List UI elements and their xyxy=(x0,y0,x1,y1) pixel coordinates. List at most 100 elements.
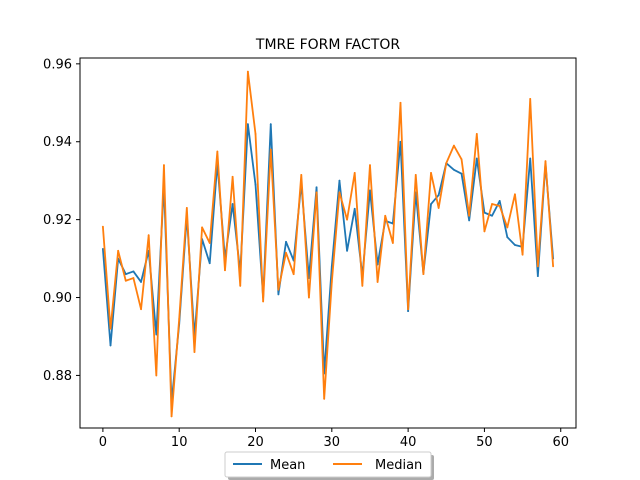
y-axis-ticks: 0.88 0.90 0.92 0.94 0.96 xyxy=(43,57,80,384)
data-point-median xyxy=(407,308,410,311)
data-point-median xyxy=(330,281,333,283)
data-point-mean xyxy=(109,344,112,347)
data-point-median xyxy=(277,288,280,291)
data-point-mean xyxy=(514,244,516,246)
data-point-median xyxy=(109,327,112,330)
data-point-mean xyxy=(315,186,318,189)
data-point-median xyxy=(376,281,379,283)
data-point-median xyxy=(193,351,196,353)
data-point-median xyxy=(521,253,524,256)
data-point-median xyxy=(170,415,173,418)
legend-label-median: Median xyxy=(375,458,422,473)
data-point-mean xyxy=(460,172,463,175)
data-point-median xyxy=(468,214,471,217)
data-point-median xyxy=(262,300,265,303)
data-point-median xyxy=(201,226,203,229)
data-point-mean xyxy=(437,194,440,196)
y-tick-label: 0.94 xyxy=(43,135,72,150)
data-point-mean xyxy=(246,123,249,126)
data-point-median xyxy=(353,171,356,174)
data-point-median xyxy=(300,173,303,176)
data-point-median xyxy=(437,207,440,209)
data-point-mean xyxy=(208,262,211,265)
data-point-median xyxy=(224,269,226,272)
data-point-mean xyxy=(407,310,410,313)
plot-area xyxy=(80,58,576,428)
data-point-mean xyxy=(399,140,402,143)
data-point-mean xyxy=(353,207,356,210)
data-point-median xyxy=(124,279,127,282)
x-tick-label: 20 xyxy=(247,435,264,450)
data-point-mean xyxy=(430,203,432,205)
data-point-mean xyxy=(468,219,471,222)
data-point-median xyxy=(453,144,455,147)
data-point-mean xyxy=(475,157,478,160)
data-point-median xyxy=(430,171,432,174)
data-point-median xyxy=(292,273,295,276)
plot-frame xyxy=(79,57,577,429)
y-tick-label: 0.88 xyxy=(43,369,72,384)
data-point-median xyxy=(308,296,310,299)
x-tick-label: 0 xyxy=(99,435,107,450)
data-point-median xyxy=(117,249,120,252)
data-point-median xyxy=(391,242,394,244)
data-point-median xyxy=(361,284,364,287)
series-group xyxy=(101,70,555,418)
data-point-median xyxy=(285,251,287,254)
data-point-median xyxy=(147,234,150,237)
data-point-median xyxy=(315,191,318,194)
data-point-median xyxy=(536,265,539,268)
data-point-median xyxy=(422,273,425,276)
data-point-median xyxy=(460,158,463,161)
y-tick-label: 0.92 xyxy=(43,213,72,228)
x-tick-label: 10 xyxy=(171,435,188,450)
x-tick-label: 60 xyxy=(552,435,569,450)
data-point-mean xyxy=(124,273,127,276)
x-tick-label: 50 xyxy=(476,435,493,450)
data-point-median xyxy=(269,148,272,151)
data-point-mean xyxy=(536,275,539,278)
data-point-median xyxy=(414,173,417,176)
data-point-median xyxy=(338,191,341,194)
data-point-median xyxy=(132,277,135,279)
data-point-mean xyxy=(285,240,287,243)
data-point-median xyxy=(483,230,486,233)
y-tick-label: 0.96 xyxy=(43,57,72,72)
data-point-median xyxy=(239,284,242,287)
data-point-mean xyxy=(269,123,272,126)
data-point-median xyxy=(475,133,478,135)
data-point-median xyxy=(369,164,371,167)
data-point-mean xyxy=(346,249,348,252)
legend-box xyxy=(224,451,432,478)
data-point-mean xyxy=(483,211,486,214)
data-point-median xyxy=(155,374,158,377)
data-point-mean xyxy=(498,200,501,202)
y-tick-label: 0.90 xyxy=(43,291,72,306)
data-point-median xyxy=(163,164,165,167)
data-point-mean xyxy=(506,236,509,239)
data-point-mean xyxy=(101,247,104,250)
data-point-mean xyxy=(277,293,280,296)
legend-label-mean: Mean xyxy=(270,458,305,473)
data-point-mean xyxy=(529,157,532,160)
data-point-median xyxy=(544,160,547,163)
data-point-median xyxy=(323,397,326,400)
data-point-median xyxy=(208,242,211,244)
data-point-median xyxy=(246,70,249,73)
data-point-median xyxy=(399,101,402,104)
data-point-mean xyxy=(140,281,142,283)
x-axis-ticks: 0 10 20 30 40 50 60 xyxy=(99,428,569,450)
data-point-median xyxy=(514,193,516,196)
data-point-median xyxy=(140,308,142,311)
data-point-median xyxy=(384,214,387,217)
data-point-median xyxy=(491,203,493,205)
data-point-median xyxy=(216,150,219,153)
data-point-median xyxy=(101,225,104,228)
data-point-median xyxy=(445,162,448,165)
data-point-mean xyxy=(453,168,455,171)
series-line-median xyxy=(101,70,555,418)
data-point-mean xyxy=(155,333,158,336)
data-point-mean xyxy=(338,179,341,182)
data-point-median xyxy=(498,205,501,207)
